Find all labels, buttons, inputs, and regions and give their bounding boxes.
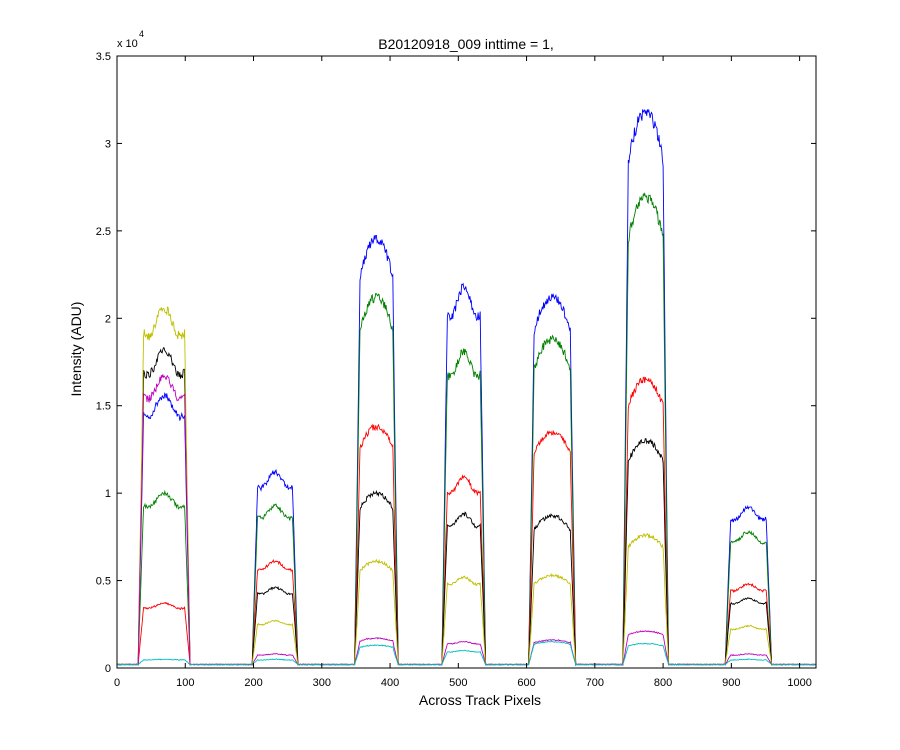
y-axis-label: Intensity (ADU) [68,302,84,397]
x-tick-label: 700 [586,677,604,689]
series-line-7 [116,641,816,666]
plot-area [117,56,816,668]
y-exponent-value: 4 [139,29,144,39]
x-tick-label: 400 [381,677,399,689]
y-tick-label: 1 [105,488,111,500]
x-tick-label: 900 [722,677,740,689]
series-layer [116,108,816,666]
y-tick-label: 3 [105,138,111,150]
x-tick-label: 300 [313,677,331,689]
chart-title: B20120918_009 inttime = 1, [378,36,554,52]
x-tick-label: 600 [517,677,535,689]
y-tick-label: 2 [105,313,111,325]
x-axis-label: Across Track Pixels [419,692,541,708]
x-tick-label: 500 [449,677,467,689]
x-axis-ticks: 0 100 200 300 400 500 600 700 800 900 1000 [114,56,812,689]
y-tick-label: 3.5 [96,51,111,63]
x-tick-label: 800 [654,677,672,689]
y-exponent-label: x 10 [117,38,138,50]
x-tick-label: 100 [176,677,194,689]
y-tick-label: 0 [105,663,111,675]
x-tick-label: 1000 [787,677,811,689]
y-axis-ticks: 0 0.5 1 1.5 2 2.5 3 3.5 [96,51,816,675]
y-tick-label: 0.5 [96,576,111,588]
axes-box [116,55,817,669]
y-tick-label: 1.5 [96,401,111,413]
y-tick-label: 2.5 [96,226,111,238]
x-tick-label: 0 [114,677,120,689]
x-tick-label: 200 [244,677,262,689]
